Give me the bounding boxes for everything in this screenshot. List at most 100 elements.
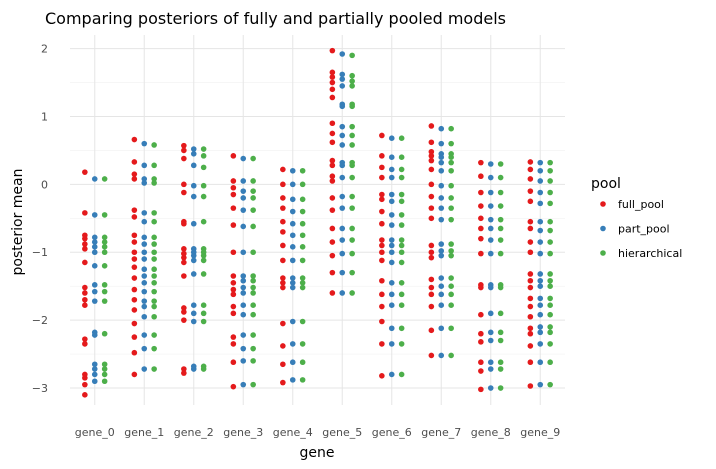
data-point-full_pool xyxy=(428,352,435,359)
data-point-part_pool xyxy=(438,182,445,189)
data-point-hierarchical xyxy=(547,189,553,196)
data-point-part_pool xyxy=(537,277,544,284)
data-point-full_pool xyxy=(478,284,484,291)
data-point-part_pool xyxy=(141,241,148,247)
data-point-full_pool xyxy=(82,284,88,291)
data-point-hierarchical xyxy=(151,256,157,262)
data-point-part_pool xyxy=(537,250,544,257)
data-points xyxy=(82,47,553,398)
data-point-full_pool xyxy=(527,218,534,225)
data-point-hierarchical xyxy=(200,318,207,325)
data-point-hierarchical xyxy=(200,302,207,309)
legend-label-part_pool: part_pool xyxy=(618,223,670,236)
data-point-full_pool xyxy=(379,257,385,264)
data-point-part_pool xyxy=(91,263,98,269)
data-point-full_pool xyxy=(379,196,385,203)
data-point-part_pool xyxy=(289,244,296,250)
data-point-full_pool xyxy=(230,341,237,347)
legend-label-full_pool: full_pool xyxy=(618,198,664,211)
data-point-part_pool xyxy=(240,178,247,184)
data-point-part_pool xyxy=(339,237,346,243)
data-point-hierarchical xyxy=(398,302,405,309)
data-point-part_pool xyxy=(91,378,98,385)
data-point-hierarchical xyxy=(299,359,306,366)
data-point-hierarchical xyxy=(299,275,306,281)
data-point-part_pool xyxy=(190,310,197,317)
data-point-hierarchical xyxy=(398,242,405,249)
data-point-full_pool xyxy=(478,330,484,337)
data-point-full_pool xyxy=(280,284,286,291)
data-point-full_pool xyxy=(428,303,435,310)
data-point-full_pool xyxy=(181,147,187,154)
data-point-part_pool xyxy=(537,381,544,388)
data-point-hierarchical xyxy=(547,167,553,174)
data-point-hierarchical xyxy=(547,329,553,336)
data-point-hierarchical xyxy=(200,252,207,259)
data-point-full_pool xyxy=(527,271,534,277)
data-point-hierarchical xyxy=(101,263,108,269)
data-point-hierarchical xyxy=(101,282,108,288)
data-point-hierarchical xyxy=(547,295,553,302)
data-point-hierarchical xyxy=(398,222,405,228)
data-point-full_pool xyxy=(181,370,187,376)
data-point-part_pool xyxy=(537,359,544,366)
data-point-part_pool xyxy=(487,310,494,317)
data-point-hierarchical xyxy=(200,366,207,372)
data-point-full_pool xyxy=(131,371,138,378)
data-point-hierarchical xyxy=(547,159,553,166)
data-point-full_pool xyxy=(131,307,138,313)
data-point-hierarchical xyxy=(250,178,256,184)
data-point-part_pool xyxy=(438,159,445,166)
y-tick-labels: −3 −2 −1 0 1 2 xyxy=(32,43,48,395)
data-point-part_pool xyxy=(339,250,346,257)
data-point-part_pool xyxy=(537,178,544,184)
x-tick-label: gene_6 xyxy=(372,426,412,439)
data-point-full_pool xyxy=(428,284,435,291)
data-point-part_pool xyxy=(388,166,395,173)
data-point-hierarchical xyxy=(101,249,108,256)
data-point-part_pool xyxy=(339,225,346,232)
data-point-part_pool xyxy=(190,220,197,227)
data-point-hierarchical xyxy=(398,191,405,198)
data-point-part_pool xyxy=(289,341,296,347)
data-point-full_pool xyxy=(131,232,138,239)
data-point-part_pool xyxy=(438,248,445,254)
data-point-hierarchical xyxy=(250,277,256,284)
data-point-full_pool xyxy=(230,178,237,184)
data-point-part_pool xyxy=(289,232,296,239)
data-point-hierarchical xyxy=(151,218,157,225)
data-point-part_pool xyxy=(339,290,346,296)
data-point-hierarchical xyxy=(101,371,108,378)
x-tick-label: gene_2 xyxy=(174,426,214,439)
data-point-part_pool xyxy=(339,193,346,200)
data-point-full_pool xyxy=(131,286,138,293)
data-point-part_pool xyxy=(141,218,148,225)
data-point-part_pool xyxy=(289,220,296,227)
data-point-part_pool xyxy=(240,358,247,364)
data-point-full_pool xyxy=(428,276,435,283)
data-point-full_pool xyxy=(527,225,534,232)
data-point-full_pool xyxy=(428,193,435,200)
data-point-part_pool xyxy=(388,259,395,266)
data-point-hierarchical xyxy=(398,259,405,266)
data-point-hierarchical xyxy=(151,298,157,304)
data-point-hierarchical xyxy=(200,193,207,200)
data-point-hierarchical xyxy=(497,250,504,257)
data-point-part_pool xyxy=(190,302,197,309)
data-point-part_pool xyxy=(487,216,494,223)
data-point-full_pool xyxy=(280,242,286,249)
data-point-hierarchical xyxy=(349,269,355,276)
data-point-full_pool xyxy=(280,361,286,368)
data-point-hierarchical xyxy=(497,225,504,232)
data-point-hierarchical xyxy=(299,220,306,227)
data-point-part_pool xyxy=(487,189,494,196)
data-point-part_pool xyxy=(537,295,544,302)
data-point-full_pool xyxy=(379,132,385,139)
data-point-part_pool xyxy=(91,366,98,372)
data-point-hierarchical xyxy=(448,195,454,201)
data-point-full_pool xyxy=(82,246,88,252)
data-point-full_pool xyxy=(329,195,336,201)
data-point-full_pool xyxy=(379,318,385,325)
data-point-part_pool xyxy=(537,302,544,309)
data-point-full_pool xyxy=(131,320,138,327)
